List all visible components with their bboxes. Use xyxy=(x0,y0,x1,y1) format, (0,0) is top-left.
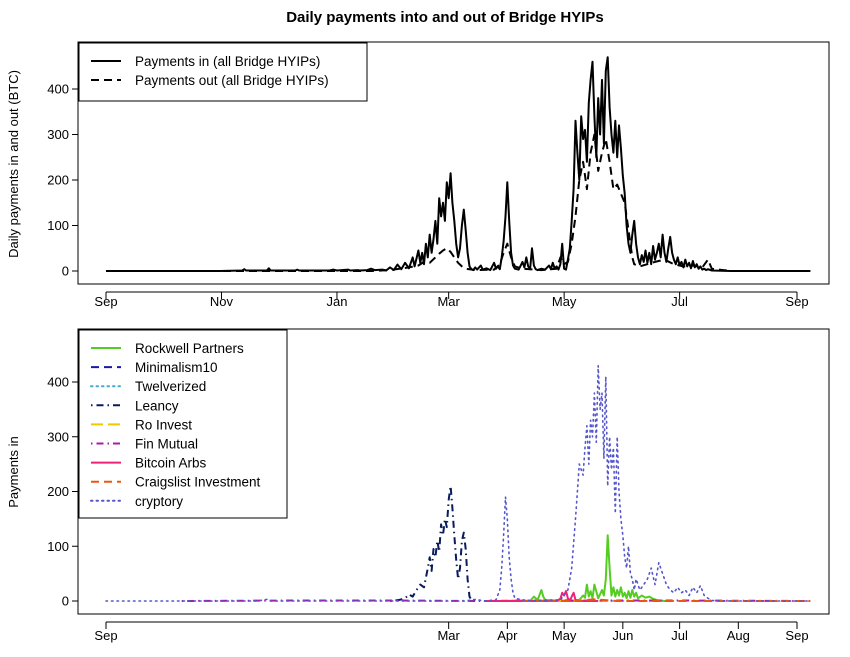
series-line-1 xyxy=(106,133,811,272)
series-line-7 xyxy=(522,598,811,602)
legend-label: Leancy xyxy=(135,398,179,413)
chart-title: Daily payments into and out of Bridge HY… xyxy=(286,9,604,26)
x-tick-label: Jan xyxy=(326,294,347,309)
legend-label: Minimalism10 xyxy=(135,360,218,375)
x-tick-label: Sep xyxy=(94,294,117,309)
legend: Payments in (all Bridge HYIPs) Payments o… xyxy=(78,42,368,102)
y-tick-label: 300 xyxy=(47,127,69,142)
series-line-3 xyxy=(389,485,476,602)
x-tick-label: Mar xyxy=(437,628,460,643)
series-line-0 xyxy=(484,534,674,602)
legend-label: Payments in (all Bridge HYIPs) xyxy=(135,54,320,69)
legend: Rockwell Partners Minimalism10 Twelverized… xyxy=(78,329,288,519)
legend-label: cryptory xyxy=(135,494,183,509)
x-tick-label: May xyxy=(552,628,577,643)
x-tick-label: Sep xyxy=(785,628,808,643)
legend-label: Payments out (all Bridge HYIPs) xyxy=(135,73,329,88)
y-tick-label: 0 xyxy=(62,594,69,609)
panel-bottom: 0 100 200 300 400 Sep Mar Apr May Jun Jul Aug Sep Pay… xyxy=(6,328,830,643)
y-tick-label: 100 xyxy=(47,218,69,233)
legend-box xyxy=(78,42,368,102)
y-tick-label: 200 xyxy=(47,484,69,499)
x-tick-label: May xyxy=(552,294,577,309)
y-axis-label: Daily payments in and out (BTC) xyxy=(6,70,21,258)
legend-label: Twelverized xyxy=(135,379,206,394)
x-tick-label: Apr xyxy=(497,628,518,643)
x-tick-label: Sep xyxy=(785,294,808,309)
y-tick-label: 400 xyxy=(47,375,69,390)
plot-frame xyxy=(77,41,830,285)
y-tick-label: 200 xyxy=(47,173,69,188)
x-tick-label: Nov xyxy=(210,294,234,309)
panel-top: 0 100 200 300 400 Sep Nov Jan Mar May Jul Sep Daily … xyxy=(6,41,830,309)
y-tick-label: 0 xyxy=(62,264,69,279)
x-tick-label: Jun xyxy=(612,628,633,643)
x-tick-label: Jul xyxy=(671,294,688,309)
y-axis-label: Payments in xyxy=(6,436,21,508)
legend-label: Bitcoin Arbs xyxy=(135,456,207,471)
legend-label: Fin Mutual xyxy=(135,437,198,452)
x-tick-label: Aug xyxy=(727,628,750,643)
legend-label: Rockwell Partners xyxy=(135,341,244,356)
x-tick-label: Jul xyxy=(671,628,688,643)
y-tick-label: 400 xyxy=(47,82,69,97)
plot-frame xyxy=(77,328,830,615)
x-tick-label: Sep xyxy=(94,628,117,643)
x-tick-label: Mar xyxy=(437,294,460,309)
y-tick-label: 100 xyxy=(47,539,69,554)
series-line-8 xyxy=(105,364,812,602)
legend-label: Craigslist Investment xyxy=(135,475,261,490)
legend-label: Ro Invest xyxy=(135,417,192,432)
y-tick-label: 300 xyxy=(47,429,69,444)
